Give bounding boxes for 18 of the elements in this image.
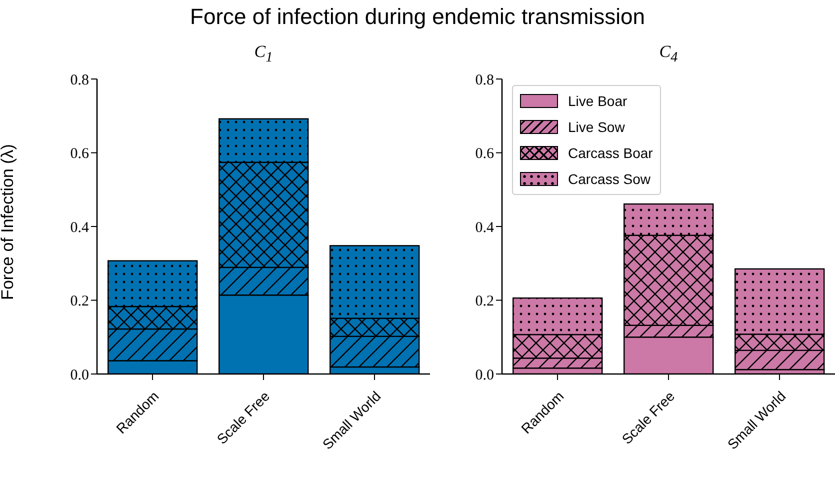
chart-title: Force of infection during endemic transmission	[189, 4, 646, 30]
y-tick-label: 0.6	[70, 146, 90, 162]
y-tick-label: 0.2	[475, 294, 494, 310]
y-tick-label: 0.8	[475, 72, 494, 88]
y-tick-label: 0.0	[70, 367, 89, 384]
legend-label: Live Boar	[568, 93, 628, 109]
chart-subtitle: C$_{1}$	[253, 42, 274, 66]
chart-subtitle: C$_{4}$	[658, 42, 679, 66]
y-tick-label: 0.0	[475, 367, 494, 384]
y-tick-label: 0.4	[475, 220, 494, 236]
y-axis-title: Force of Infection (λ)	[0, 144, 18, 300]
y-tick-label: 0.8	[70, 72, 89, 88]
y-tick-label: 0.6	[475, 146, 494, 162]
y-tick-label: 0.4	[70, 220, 90, 236]
legend-label: Carcass Boar	[568, 145, 653, 161]
legend-label: Carcass Sow	[568, 171, 650, 187]
y-tick-label: 0.2	[70, 294, 89, 310]
legend-label: Live Sow	[568, 119, 625, 135]
